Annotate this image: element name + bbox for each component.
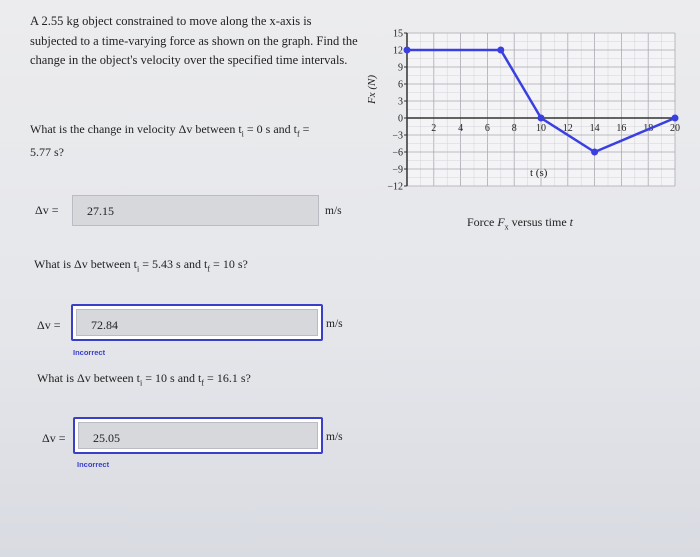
q3-text: What is Δv between t xyxy=(37,371,141,385)
x-tick-label: 16 xyxy=(616,123,626,134)
x-tick-label: 8 xyxy=(512,123,517,134)
y-tick-label: 12 xyxy=(393,46,403,57)
q2-suffix: = 10 s? xyxy=(210,257,248,271)
y-tick-label: 0 xyxy=(398,114,403,125)
y-tick-label: −6 xyxy=(392,148,403,159)
chart-caption: Force Fx versus time t xyxy=(467,213,573,236)
caption-f: F xyxy=(497,215,505,229)
q3-suffix: = 16.1 s? xyxy=(204,371,251,385)
x-tick-label: 12 xyxy=(563,123,573,134)
q3-feedback: Incorrect xyxy=(77,460,110,469)
q2-text: What is Δv between t xyxy=(34,257,138,271)
y-tick-label: −3 xyxy=(392,131,403,142)
x-tick-label: 6 xyxy=(485,123,490,134)
y-tick-label: 3 xyxy=(398,97,403,108)
caption-text: Force xyxy=(467,215,498,229)
q3-units: m/s xyxy=(326,431,343,443)
q1-answer-label: Δv = xyxy=(35,203,59,217)
q1-suffix: = 5.77 s? xyxy=(30,122,310,160)
q3-mid: = 10 s and t xyxy=(142,371,202,385)
q2-tf: f xyxy=(207,264,211,274)
question-1: What is the change in velocity Δv betwee… xyxy=(30,120,330,161)
q3-tf: f xyxy=(201,378,205,388)
q3-answer-input[interactable]: 25.05 xyxy=(78,422,318,449)
q1-units: m/s xyxy=(325,205,342,217)
q3-answer-label: Δv = xyxy=(42,431,66,445)
caption-t: t xyxy=(569,215,574,229)
problem-statement: A 2.55 kg object constrained to move alo… xyxy=(30,14,358,67)
x-tick-label: 2 xyxy=(431,123,436,134)
q3-answer-field[interactable]: 25.05 xyxy=(73,417,323,454)
data-point xyxy=(497,46,505,54)
data-point xyxy=(591,148,599,156)
q2-feedback: Incorrect xyxy=(73,348,106,357)
q3-ti: i xyxy=(140,378,143,388)
q1-text: What is the change in velocity Δv betwee… xyxy=(30,122,242,136)
x-axis-label: t (s) xyxy=(530,167,548,179)
x-tick-label: 4 xyxy=(458,123,463,134)
q1-mid: = 0 s and t xyxy=(243,122,297,136)
x-tick-label: 20 xyxy=(670,123,680,134)
q2-units: m/s xyxy=(326,318,343,330)
x-tick-label: 14 xyxy=(590,123,600,134)
question-3: What is Δv between ti = 10 s and tf = 16… xyxy=(37,369,251,392)
q2-answer-input[interactable]: 72.84 xyxy=(76,309,318,336)
q2-answer-field[interactable]: 72.84 xyxy=(71,304,323,341)
y-tick-label: −12 xyxy=(387,182,403,193)
y-tick-label: 15 xyxy=(393,29,403,40)
data-point xyxy=(537,114,545,122)
caption-mid: versus time xyxy=(508,215,570,229)
q1-answer-input[interactable]: 27.15 xyxy=(72,195,319,226)
y-tick-label: 6 xyxy=(398,80,403,91)
q2-ti: i xyxy=(137,264,140,274)
data-point xyxy=(403,46,411,54)
q2-answer-label: Δv = xyxy=(37,318,61,332)
y-tick-label: 9 xyxy=(398,63,403,74)
y-axis-label: Fx (N) xyxy=(366,74,378,104)
q2-mid: = 5.43 s and t xyxy=(139,257,208,271)
data-point xyxy=(671,114,679,122)
x-tick-label: 10 xyxy=(536,123,546,134)
q1-ti: i xyxy=(241,129,244,139)
question-2: What is Δv between ti = 5.43 s and tf = … xyxy=(34,255,248,278)
y-tick-label: −9 xyxy=(392,165,403,176)
caption-sub: x xyxy=(504,222,509,232)
q1-tf: f xyxy=(297,129,300,139)
